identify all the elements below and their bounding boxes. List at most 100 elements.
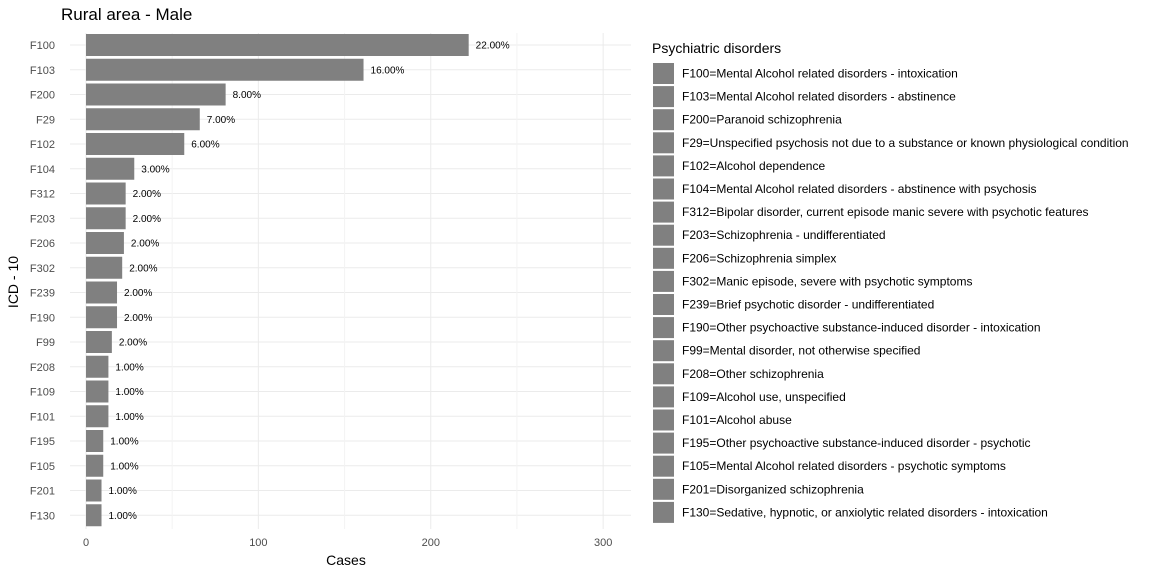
bar-f100 [86, 34, 469, 56]
legend-key [653, 109, 674, 131]
legend-key [653, 317, 674, 339]
y-tick-label: F102 [30, 139, 55, 151]
legend-key [653, 455, 674, 477]
bar-f101 [86, 405, 109, 428]
bar-f103 [86, 58, 364, 81]
legend-item-label: F201=Disorganized schizophrenia [682, 482, 864, 496]
y-tick-label: F208 [30, 362, 55, 374]
y-tick-label: F190 [30, 312, 55, 324]
legend-key [653, 340, 674, 362]
bar-value-label: 7.00% [207, 115, 235, 126]
bar-value-label: 1.00% [109, 486, 137, 497]
x-tick-label: 100 [249, 537, 267, 549]
y-tick-label: F302 [30, 263, 55, 275]
x-tick-label: 200 [422, 537, 440, 549]
y-axis-title: ICD - 10 [5, 256, 21, 308]
legend-item-label: F195=Other psychoactive substance-induce… [682, 436, 1031, 450]
bar-value-label: 8.00% [233, 90, 261, 101]
bar-value-label: 2.00% [131, 239, 159, 250]
legend-key [653, 363, 674, 385]
y-tick-label: F104 [30, 164, 55, 176]
legend-key [653, 478, 674, 500]
y-tick-label: F206 [30, 238, 55, 250]
x-tick-label: 0 [83, 537, 89, 549]
y-tick-label: F201 [30, 486, 55, 498]
bar-f239 [86, 281, 118, 304]
legend-item-label: F99=Mental disorder, not otherwise speci… [682, 344, 920, 358]
legend: F100=Mental Alcohol related disorders - … [653, 63, 1129, 523]
legend-key [653, 247, 674, 269]
bar-value-label: 6.00% [191, 140, 219, 151]
legend-key [653, 86, 674, 108]
bar-f190 [86, 306, 118, 329]
y-tick-label: F109 [30, 387, 55, 399]
y-tick-label: F103 [30, 65, 55, 77]
legend-item-label: F29=Unspecified psychosis not due to a s… [682, 136, 1129, 150]
bar-f302 [86, 256, 123, 279]
grid [70, 33, 631, 529]
legend-item-label: F109=Alcohol use, unspecified [682, 390, 846, 404]
legend-item-label: F206=Schizophrenia simplex [682, 251, 836, 265]
legend-key [653, 178, 674, 200]
legend-item-label: F100=Mental Alcohol related disorders - … [682, 67, 958, 81]
y-tick-label: F100 [30, 40, 55, 52]
bar-f130 [86, 504, 102, 527]
legend-key [653, 270, 674, 292]
bar-value-label: 16.00% [371, 65, 405, 76]
legend-key [653, 224, 674, 246]
bar-f201 [86, 479, 102, 502]
x-tick-label: 300 [594, 537, 612, 549]
bar-value-label: 2.00% [133, 214, 161, 225]
legend-item-label: F200=Paranoid schizophrenia [682, 113, 842, 127]
legend-item-label: F302=Manic episode, severe with psychoti… [682, 274, 972, 288]
bar-f203 [86, 207, 126, 230]
y-tick-label: F105 [30, 461, 55, 473]
bar-value-label: 2.00% [124, 313, 152, 324]
legend-key [653, 132, 674, 154]
bar-f208 [86, 355, 109, 378]
bar-value-label: 2.00% [129, 263, 157, 274]
y-tick-label: F99 [36, 337, 55, 349]
y-tick-label: F239 [30, 288, 55, 300]
legend-item-label: F103=Mental Alcohol related disorders - … [682, 90, 956, 104]
bar-f29 [86, 108, 200, 131]
bar-value-label: 1.00% [115, 412, 143, 423]
y-tick-label: F195 [30, 436, 55, 448]
bar-f99 [86, 331, 112, 353]
y-axis-tick-labels: F100 F103 F200 F29 F102 F104 F312 F203 F206 F302 F… [30, 40, 55, 522]
bar-value-label: 1.00% [115, 387, 143, 398]
bar-f105 [86, 454, 104, 477]
legend-key [653, 409, 674, 431]
y-tick-label: F312 [30, 189, 55, 201]
legend-item-label: F105=Mental Alcohol related disorders - … [682, 459, 1006, 473]
bar-value-label: 22.00% [476, 41, 510, 52]
legend-key [653, 201, 674, 223]
bar-value-label: 2.00% [124, 288, 152, 299]
bar-f195 [86, 430, 104, 452]
legend-key [653, 63, 674, 84]
legend-item-label: F130=Sedative, hypnotic, or anxiolytic r… [682, 505, 1048, 519]
legend-item-label: F208=Other schizophrenia [682, 367, 824, 381]
legend-item-label: F203=Schizophrenia - undifferentiated [682, 228, 886, 242]
bar-value-label: 1.00% [110, 437, 138, 448]
bar-f200 [86, 83, 226, 106]
bar-value-label: 1.00% [110, 461, 138, 472]
legend-title: Psychiatric disorders [652, 40, 781, 56]
bar-value-label: 2.00% [133, 189, 161, 200]
bar-f104 [86, 157, 135, 180]
x-axis-title: Cases [326, 552, 366, 568]
legend-item-label: F102=Alcohol dependence [682, 159, 825, 173]
legend-key [653, 501, 674, 523]
y-tick-label: F203 [30, 213, 55, 225]
bar-value-label: 1.00% [115, 362, 143, 373]
y-tick-label: F200 [30, 90, 55, 102]
bar-f206 [86, 232, 124, 254]
y-tick-label: F29 [36, 114, 55, 126]
bar-f109 [86, 380, 109, 403]
legend-item-label: F190=Other psychoactive substance-induce… [682, 321, 1041, 335]
bars: 22.00% 16.00% 8.00% 7.00% 6.00% 3.00% 2.00% 2.0… [86, 34, 510, 527]
bar-value-label: 3.00% [141, 164, 169, 175]
bar-value-label: 1.00% [109, 511, 137, 522]
legend-key [653, 294, 674, 315]
